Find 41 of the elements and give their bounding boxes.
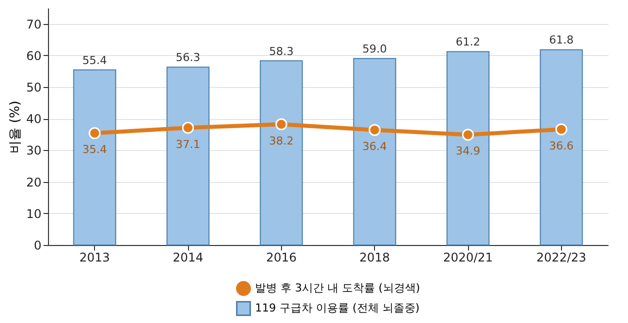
x-tick-label: 2022/23 — [536, 250, 586, 264]
bar — [540, 49, 583, 246]
y-tick-label: 60 — [26, 48, 42, 63]
data-label: 61.8 — [549, 34, 574, 47]
y-axis-title: 비율 (%) — [8, 100, 24, 154]
x-tick-label: 2016 — [266, 250, 297, 264]
data-label: 55.4 — [82, 54, 107, 67]
y-tick-label: 20 — [26, 175, 42, 190]
point — [462, 128, 474, 141]
bar — [353, 58, 396, 246]
y-tick-label: 70 — [26, 17, 42, 32]
data-label: 58.3 — [269, 44, 294, 58]
data-label: 36.6 — [549, 139, 574, 152]
x-tick-label: 2014 — [172, 250, 204, 264]
y-tick-label: 10 — [26, 206, 42, 221]
legend-label: 119 구급차 이용률 (전체 뇌졸중) — [255, 302, 420, 314]
point — [368, 124, 381, 136]
data-label: 38.2 — [269, 134, 294, 148]
data-label: 56.3 — [176, 51, 200, 64]
x-tick-label: 2020/21 — [443, 250, 493, 264]
data-label: 37.1 — [176, 138, 200, 151]
point — [182, 122, 194, 134]
bar — [73, 69, 116, 246]
point — [88, 127, 101, 140]
x-tick-label: 2013 — [79, 250, 110, 264]
x-tick-label: 2018 — [359, 250, 390, 264]
y-tick-label: 40 — [26, 112, 42, 126]
legend-label: 발병 후 3시간 내 도착률 (뇌경색) — [255, 282, 420, 294]
point — [275, 118, 288, 130]
data-label: 34.9 — [456, 144, 480, 158]
data-label: 61.2 — [456, 36, 480, 49]
data-label: 36.4 — [362, 140, 387, 153]
data-label: 35.4 — [82, 143, 107, 156]
bar — [166, 66, 210, 246]
y-tick-label: 30 — [26, 144, 42, 158]
bar — [260, 60, 303, 246]
y-tick-label: 50 — [26, 80, 42, 94]
data-label: 59.0 — [362, 42, 387, 56]
y-tick-label: 0 — [34, 238, 42, 252]
bar — [446, 51, 490, 246]
point — [555, 123, 568, 136]
